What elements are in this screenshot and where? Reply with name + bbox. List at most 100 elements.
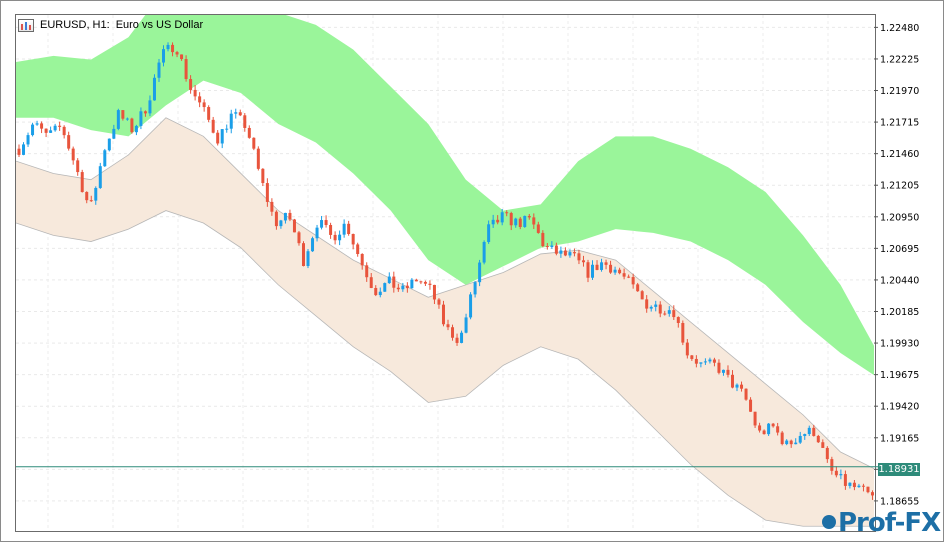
y-tick-label: 1.19165	[880, 433, 919, 444]
candle-body	[852, 482, 856, 488]
candle-body	[541, 232, 545, 247]
candle-body	[44, 128, 48, 133]
y-tick-label: 1.19420	[880, 402, 919, 413]
candle-body	[180, 54, 184, 60]
candle-body	[383, 283, 387, 292]
candle-body	[794, 442, 798, 445]
candle-body	[441, 304, 445, 325]
candle-body	[261, 168, 265, 184]
candle-body	[62, 126, 66, 136]
candle-body	[107, 138, 111, 151]
candle-body	[631, 277, 635, 285]
candle-body	[654, 304, 658, 307]
candle-body	[265, 183, 269, 202]
candle-body	[211, 119, 215, 133]
candle-body	[49, 130, 53, 133]
candle-body	[568, 252, 572, 256]
candle-body	[423, 281, 427, 284]
candle-body	[432, 284, 436, 300]
chart-window-icon[interactable]	[18, 18, 34, 32]
candle-body	[487, 224, 491, 242]
candle-body	[726, 369, 730, 375]
candle-body	[410, 279, 414, 289]
candle-body	[532, 217, 536, 225]
candle-body	[613, 269, 617, 273]
candle-body	[414, 279, 418, 282]
candle-body	[667, 310, 671, 314]
y-tick-label: 1.22480	[880, 23, 919, 34]
watermark-logo: Prof-FX	[822, 508, 941, 538]
candle-body	[554, 245, 558, 254]
candle-body	[640, 291, 644, 300]
candle-body	[333, 234, 337, 241]
candle-body	[94, 187, 98, 201]
candle-body	[297, 232, 301, 244]
current-price-label: 1.18931	[878, 463, 920, 476]
candle-body	[202, 102, 206, 108]
candle-body	[572, 252, 576, 254]
candle-body	[67, 135, 71, 149]
candle-body	[306, 251, 310, 266]
candle-body	[708, 359, 712, 362]
candle-body	[559, 250, 563, 254]
candle-body	[139, 111, 143, 126]
candle-body	[116, 110, 120, 129]
candle-body	[690, 355, 694, 359]
candle-body	[329, 225, 333, 235]
candle-body	[207, 107, 211, 120]
candle-body	[861, 485, 865, 487]
candle-body	[351, 234, 355, 245]
candle-body	[270, 201, 274, 212]
candle-body	[288, 212, 292, 220]
candle-body	[315, 227, 319, 239]
candle-body	[103, 150, 107, 167]
candle-body	[446, 324, 450, 328]
candle-body	[171, 44, 175, 53]
candle-body	[834, 470, 838, 476]
candle-body	[112, 128, 116, 139]
candle-body	[405, 285, 409, 289]
candle-body	[216, 132, 220, 144]
candle-body	[595, 264, 599, 270]
candle-body	[744, 388, 748, 400]
y-tick-label: 1.18655	[880, 496, 919, 507]
candle-body	[771, 423, 775, 427]
candle-body	[243, 115, 247, 128]
y-tick-label: 1.19930	[880, 339, 919, 350]
candle-body	[730, 374, 734, 388]
candle-body	[152, 77, 156, 101]
candle-body	[162, 49, 166, 63]
candle-body	[356, 244, 360, 255]
candle-body	[40, 123, 44, 129]
candle-body	[324, 220, 328, 226]
candle-body	[166, 44, 170, 50]
candle-body	[780, 432, 784, 445]
candle-body	[848, 482, 852, 486]
y-tick-label: 1.21715	[880, 118, 919, 129]
candle-body	[369, 277, 373, 289]
green-cloud	[16, 15, 874, 376]
candle-body	[419, 281, 423, 283]
y-tick-label: 1.21970	[880, 86, 919, 97]
candle-body	[234, 112, 238, 114]
candle-body	[121, 110, 125, 119]
y-tick-label: 1.20440	[880, 275, 919, 286]
candle-body	[17, 148, 21, 155]
candle-body	[76, 160, 80, 173]
candle-body	[342, 223, 346, 235]
watermark-text: Prof-FX	[838, 508, 941, 538]
candle-body	[785, 440, 789, 445]
candle-body	[455, 337, 459, 343]
candle-body	[365, 265, 369, 278]
candle-body	[509, 213, 513, 226]
candle-body	[681, 323, 685, 343]
candle-body	[225, 128, 229, 130]
y-tick-label: 1.20185	[880, 307, 919, 318]
candle-body	[604, 262, 608, 265]
candle-body	[89, 200, 93, 202]
candle-body	[776, 426, 780, 433]
candle-body	[816, 435, 820, 443]
chart-header: EURUSD, H1: Euro vs US Dollar	[18, 17, 203, 33]
candle-body	[80, 172, 84, 192]
